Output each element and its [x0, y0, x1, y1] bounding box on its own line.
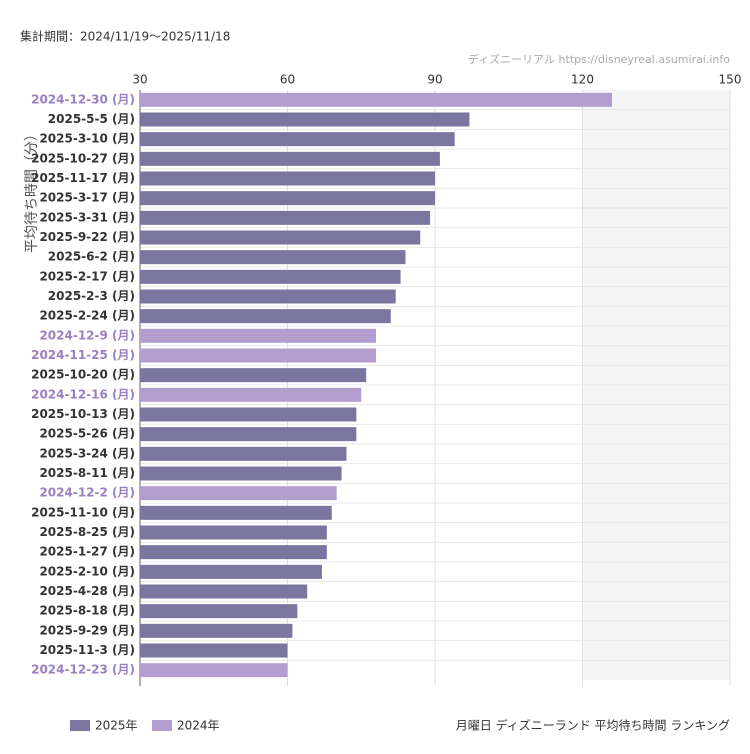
y-tick-label: 2025-8-25 (月) [39, 525, 135, 539]
y-tick-label: 2025-3-10 (月) [39, 132, 135, 146]
subtitle: 集計期間：2024/11/19〜2025/11/18 [20, 29, 230, 44]
bar [140, 112, 470, 127]
source: ディズニーリアル https://disneyreal.asumirai.inf… [468, 52, 730, 66]
y-tick-label: 2025-5-5 (月) [48, 112, 135, 126]
y-tick-label: 2024-12-30 (月) [31, 92, 135, 106]
bar [140, 92, 612, 107]
y-tick-label: 2025-9-29 (月) [39, 623, 135, 637]
bar [140, 328, 376, 343]
y-tick-label: 2024-12-16 (月) [31, 387, 135, 401]
y-tick-label: 2025-9-22 (月) [39, 230, 135, 244]
y-tick-label: 2025-2-24 (月) [39, 309, 135, 323]
y-tick-label: 2025-4-28 (月) [39, 584, 135, 598]
y-tick-label: 2025-10-13 (月) [31, 407, 135, 421]
y-tick-label: 2025-8-11 (月) [39, 466, 135, 480]
x-tick-label: 150 [719, 73, 742, 87]
bar [140, 210, 431, 225]
bar [140, 171, 435, 186]
y-tick-label: 2025-2-3 (月) [48, 289, 135, 303]
bar [140, 486, 337, 501]
legend-swatch [152, 720, 172, 731]
y-tick-label: 2025-3-17 (月) [39, 191, 135, 205]
x-tick-label: 120 [571, 73, 594, 87]
y-tick-label: 2025-11-17 (月) [31, 171, 135, 185]
bar [140, 151, 440, 166]
y-tick-label: 2025-6-2 (月) [48, 250, 135, 264]
bar [140, 407, 357, 422]
bar [140, 250, 406, 265]
x-tick-label: 90 [427, 73, 442, 87]
y-tick-label: 2025-3-31 (月) [39, 210, 135, 224]
bar [140, 663, 288, 678]
bar [140, 309, 391, 324]
bar [140, 505, 332, 520]
bar [140, 525, 327, 540]
bar [140, 643, 288, 658]
y-tick-label: 2025-10-27 (月) [31, 151, 135, 165]
y-tick-label: 2025-2-17 (月) [39, 269, 135, 283]
bar [140, 545, 327, 560]
x-tick-label: 30 [132, 73, 147, 87]
bar [140, 230, 421, 245]
bar [140, 623, 293, 638]
bar [140, 132, 455, 147]
y-tick-label: 2024-12-23 (月) [31, 663, 135, 677]
bar [140, 466, 342, 481]
y-tick-label: 2024-12-2 (月) [39, 486, 135, 500]
bar [140, 191, 435, 206]
legend-label: 2025年 [95, 719, 138, 733]
bar [140, 427, 357, 442]
legend-swatch [70, 720, 90, 731]
bar [140, 269, 401, 284]
bar [140, 604, 298, 619]
bar [140, 289, 396, 304]
y-tick-label: 2025-11-3 (月) [39, 643, 135, 657]
y-tick-label: 2025-3-24 (月) [39, 446, 135, 460]
y-tick-label: 2025-1-27 (月) [39, 545, 135, 559]
bar [140, 368, 367, 383]
footer: 月曜日 ディズニーランド 平均待ち時間 ランキング [456, 718, 730, 733]
bar [140, 564, 322, 579]
y-tick-label: 2025-11-10 (月) [31, 505, 135, 519]
legend-label: 2024年 [177, 719, 220, 733]
y-tick-label: 2024-12-9 (月) [39, 328, 135, 342]
x-tick-label: 60 [280, 73, 295, 87]
y-tick-label: 2025-2-10 (月) [39, 564, 135, 578]
bar [140, 348, 376, 363]
y-tick-label: 2025-5-26 (月) [39, 427, 135, 441]
bar [140, 584, 308, 599]
y-tick-label: 2025-10-20 (月) [31, 368, 135, 382]
y-tick-label: 2025-8-18 (月) [39, 604, 135, 618]
bar [140, 387, 362, 402]
bar [140, 446, 347, 461]
y-tick-label: 2024-11-25 (月) [31, 348, 135, 362]
y-axis-label: 平均待ち時間（分） [24, 127, 40, 253]
